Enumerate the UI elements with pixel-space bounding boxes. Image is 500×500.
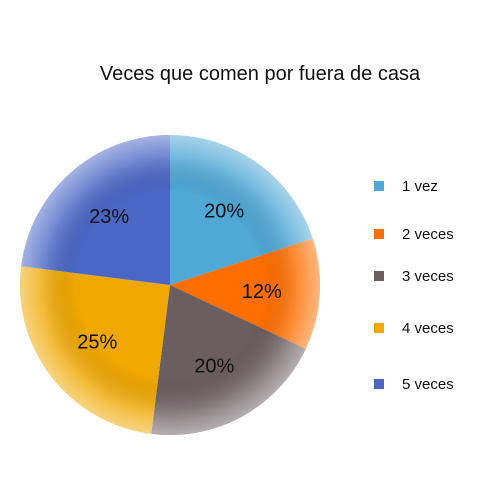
legend-label: 1 vez <box>402 178 438 195</box>
legend: 1 vez 2 veces 3 veces 4 veces 5 veces <box>374 178 454 393</box>
legend-swatch <box>374 181 384 191</box>
legend-swatch <box>374 271 384 281</box>
legend-label: 4 veces <box>402 320 454 337</box>
slice-percent-label: 12% <box>242 281 282 303</box>
legend-swatch <box>374 323 384 333</box>
legend-label: 2 veces <box>402 226 454 243</box>
legend-swatch <box>374 229 384 239</box>
legend-label: 3 veces <box>402 268 454 285</box>
slice-percent-label: 23% <box>89 206 129 228</box>
chart-title: Veces que comen por fuera de casa <box>100 63 421 85</box>
legend-swatch <box>374 379 384 389</box>
legend-label: 5 veces <box>402 376 454 393</box>
slice-percent-label: 20% <box>194 356 234 378</box>
pie-sheen <box>20 135 320 435</box>
slice-labels: 20% 12% 20% 25% 23% <box>77 201 282 378</box>
slice-percent-label: 20% <box>204 201 244 223</box>
slice-percent-label: 25% <box>77 331 117 353</box>
